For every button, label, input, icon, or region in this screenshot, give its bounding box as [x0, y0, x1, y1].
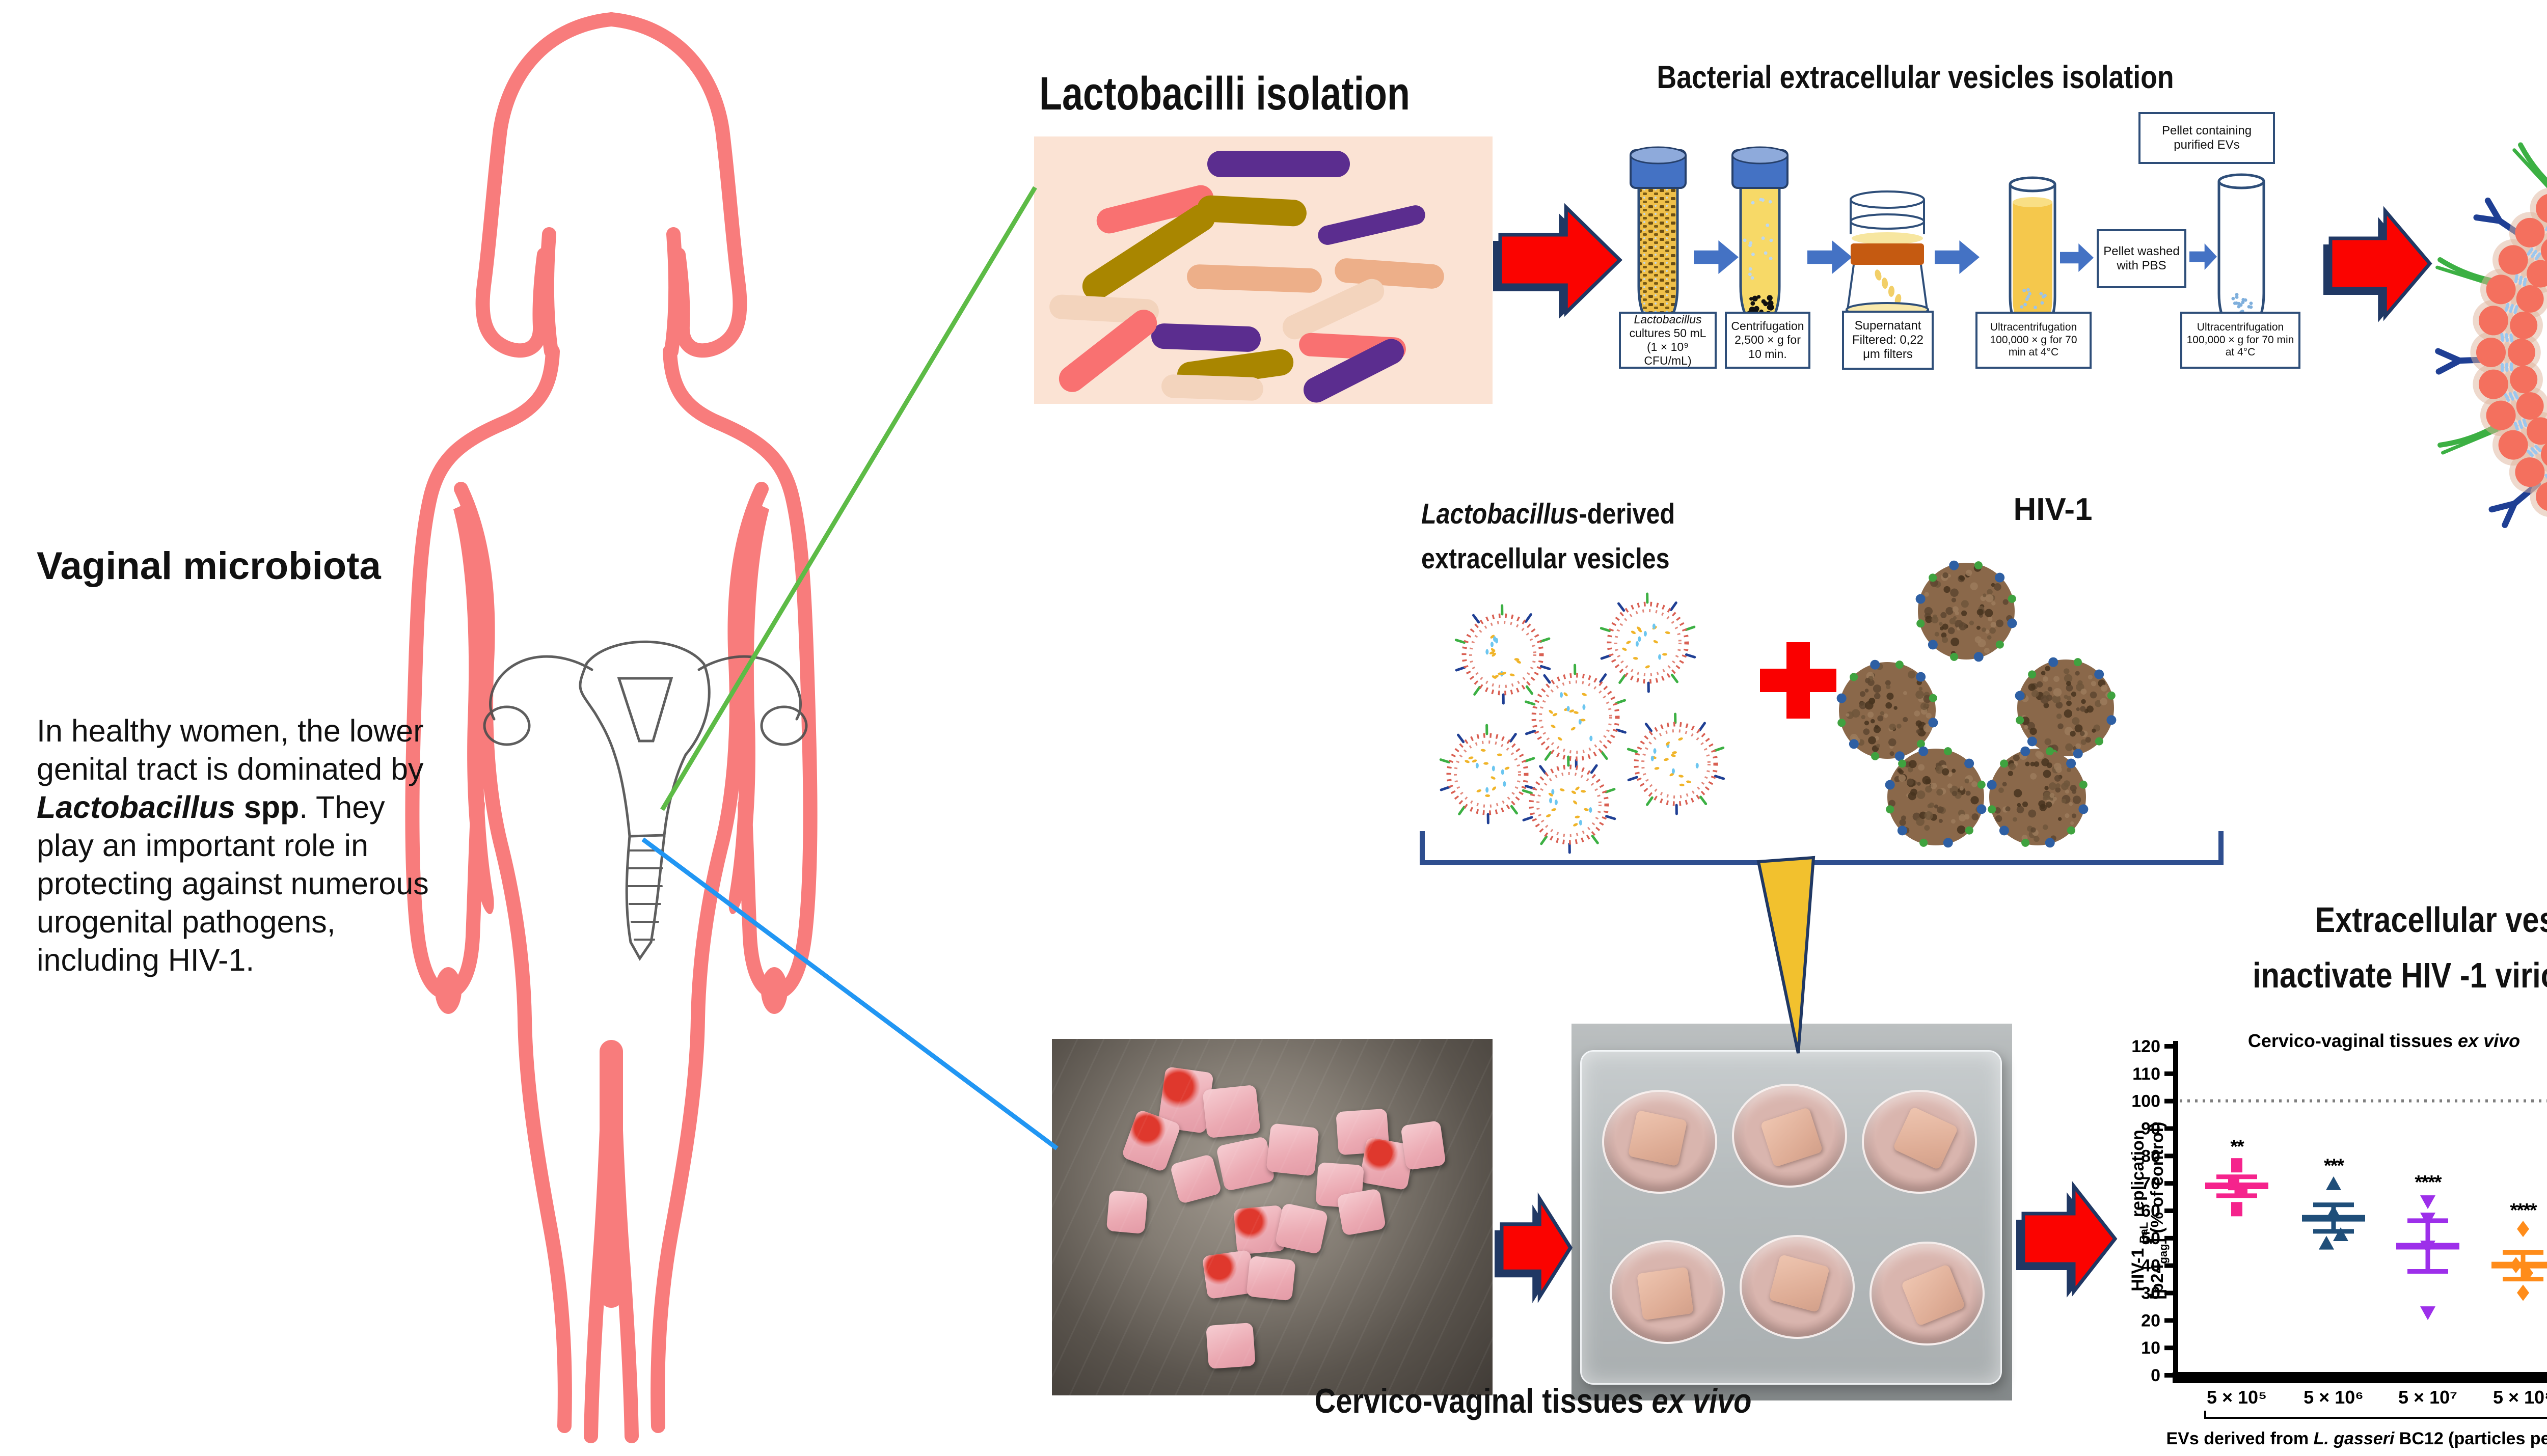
- derived-ev-title: Lactobacillus-derived extracellular vesi…: [2374, 47, 2547, 121]
- ev-vesicle: [1627, 712, 1725, 815]
- y-tick-label: 60: [2141, 1201, 2160, 1221]
- chart-series: [2205, 1158, 2268, 1217]
- step-label-ultracentrifugation-2: Ultracentrifugation 100,000 × g for 70 m…: [2180, 312, 2300, 369]
- mix-ev-label: Lactobacillus-derived extracellular vesi…: [1421, 498, 1675, 575]
- step-label-ultracentrifugation-1: Ultracentrifugation 100,000 × g for 70 m…: [1975, 312, 2092, 369]
- plate-well: [1602, 1090, 1717, 1194]
- ultracentrifuge-tube: [2009, 176, 2056, 339]
- chart-series: [2302, 1176, 2365, 1250]
- bacteria-box: [1034, 136, 1493, 407]
- plate-well: [1732, 1084, 1847, 1188]
- x-tick-label: 5 × 10⁷: [2398, 1387, 2457, 1408]
- chart: 0 10 20 30 40 50 60 70 80 90 100 110 120 Cervico-vagi…: [2128, 1030, 2547, 1448]
- plate-well: [1740, 1235, 1855, 1339]
- x-tick-label: 5 × 10⁶: [2304, 1387, 2364, 1408]
- ev-vesicle: [1522, 755, 1616, 854]
- centrifuged-tube: [1731, 146, 1789, 331]
- plus-icon: [1760, 642, 1836, 719]
- hiv-virion: [1885, 746, 1987, 848]
- ev-isolation-title: Bacterial extracellular vesicles isolati…: [1657, 60, 2174, 95]
- significance-stars: ***: [2324, 1156, 2345, 1177]
- flow-arrow-blue: [1935, 240, 1980, 274]
- tissue-photo: [1052, 1039, 1493, 1395]
- vaginal-microbiota-heading: Vaginal microbiota: [37, 544, 381, 588]
- uterus-sketch: [483, 640, 808, 961]
- y-tick-label: 40: [2141, 1256, 2160, 1276]
- flow-arrow-blue: [1694, 240, 1739, 274]
- x-axis-label: EVs derived from L. gasseri BC12 (partic…: [2166, 1429, 2547, 1448]
- y-tick-label: 90: [2141, 1119, 2160, 1139]
- x-tick-label: 5 × 10⁵: [2207, 1387, 2267, 1408]
- y-axis-label: HIV-1 BaL​ replication: [2128, 1130, 2150, 1291]
- y-tick-label: 30: [2141, 1284, 2160, 1303]
- hiv-virion: [1987, 746, 2089, 848]
- connector-blue-line: [641, 837, 1059, 1150]
- hiv-virion: [2015, 657, 2117, 759]
- flow-arrow-1: [1493, 203, 1623, 319]
- ev-vesicle: [1439, 724, 1536, 825]
- lactobacilli-isolation-title: Lactobacilli isolation: [1039, 68, 1410, 120]
- step-label-centrifugation: Centrifugation 2,500 × g for 10 min.: [1725, 312, 1810, 369]
- y-tick-label: 80: [2141, 1146, 2160, 1166]
- flow-arrow-blue: [1807, 240, 1852, 274]
- y-tick-label: 70: [2141, 1174, 2160, 1193]
- hiv-1-label: HIV-1: [2013, 492, 2093, 527]
- y-tick-label: 110: [2132, 1064, 2160, 1084]
- ev-vesicle: [1600, 592, 1696, 693]
- y-tick-label: 10: [2141, 1338, 2160, 1358]
- significance-stars: ****: [2415, 1172, 2442, 1193]
- plate-well: [1869, 1242, 1985, 1345]
- conclusion-heading: Extracellular vesicles from Lactobacillu…: [2253, 900, 2547, 995]
- x-tick-label: 5 × 10⁸: [2493, 1387, 2547, 1408]
- flow-arrow-2: [2323, 206, 2432, 322]
- ev-large-diagram: [2435, 142, 2547, 528]
- flow-arrow-blue: [2060, 243, 2094, 272]
- ev-vesicle: [1454, 604, 1551, 705]
- bacterium-rod: [1207, 151, 1350, 177]
- tissues-caption: Cervico-vaginal tissues ex vivo: [1315, 1382, 1752, 1420]
- flow-arrow-4: [2016, 1180, 2118, 1298]
- hiv-virion: [1915, 560, 2017, 662]
- step-label-filtered: Supernatant Filtered: 0,22 μm filters: [1842, 311, 1934, 370]
- chart-series: [2396, 1195, 2459, 1321]
- plate-well: [1610, 1240, 1725, 1344]
- flow-arrow-blue: [2189, 243, 2217, 270]
- flow-arrow-3: [1495, 1192, 1573, 1303]
- chart-series: [2491, 1221, 2547, 1301]
- funnel-arrow: [1756, 856, 1816, 1054]
- vaginal-microbiota-paragraph: In healthy women, the lower genital trac…: [37, 713, 429, 978]
- plate-well: [1862, 1090, 1977, 1194]
- well-plate-photo: [1571, 1024, 2012, 1400]
- ev-vesicle: [1525, 664, 1627, 771]
- hiv-virion: [1836, 660, 1938, 761]
- mix-bracket: [1420, 831, 2224, 865]
- step-label-pbs-wash: Pellet washed with PBS: [2097, 229, 2186, 288]
- y-tick-label: 120: [2131, 1037, 2160, 1056]
- y-tick-label: 100: [2131, 1092, 2160, 1111]
- culture-tube: [1630, 146, 1687, 331]
- woman-figure: [405, 12, 818, 1443]
- connector-green-line: [660, 186, 1037, 811]
- significance-stars: **: [2230, 1136, 2244, 1158]
- step-label-cultures: Lactobacillus cultures 50 mL (1 × 10⁹ CF…: [1619, 312, 1717, 369]
- step-label-purified-evs: Pellet containing purified EVs: [2138, 112, 2275, 164]
- y-tick-label: 20: [2141, 1311, 2160, 1330]
- y-tick-label: 0: [2151, 1366, 2160, 1385]
- chart-title: Cervico-vaginal tissues ex vivo: [2248, 1030, 2520, 1051]
- y-tick-label: 50: [2141, 1229, 2160, 1248]
- significance-stars: ****: [2510, 1200, 2537, 1221]
- purified-ev-tube: [2217, 173, 2265, 336]
- y-axis-label: [p24gag​] (% of control): [2148, 1122, 2170, 1300]
